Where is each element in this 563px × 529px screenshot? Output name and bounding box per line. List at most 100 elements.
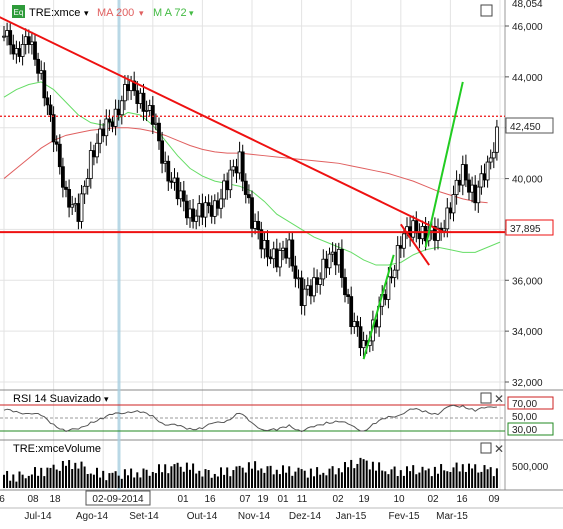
price-tick-label: 40,000 [512, 175, 543, 186]
candle-body [175, 177, 180, 200]
candle-body [92, 150, 96, 158]
date-day-label: 16 [456, 494, 468, 505]
candle-body [436, 227, 440, 241]
date-month-label: Ago-14 [76, 511, 109, 522]
candle-body [110, 121, 115, 127]
ticker-dropdown-icon[interactable]: ▾ [84, 8, 89, 18]
price-tick-label: 34,000 [512, 327, 543, 338]
candle-body [209, 205, 214, 217]
date-day-label: 02 [332, 494, 344, 505]
date-day-label: 10 [393, 494, 405, 505]
candle-body [243, 180, 248, 195]
rsi-maximize-icon[interactable] [480, 392, 492, 404]
candle-body [5, 30, 9, 37]
candle-body [76, 203, 81, 222]
date-day-label: 01 [277, 494, 289, 505]
candle-body [361, 340, 366, 349]
price-levels [0, 115, 505, 234]
rsi-dropdown-icon[interactable]: ▾ [104, 394, 109, 404]
ma72-dropdown-icon[interactable]: ▾ [189, 8, 194, 18]
candle-body [194, 215, 199, 222]
candle-body [305, 285, 310, 290]
candle-body [287, 239, 292, 259]
date-day-label: 08 [27, 494, 39, 505]
ma72-legend[interactable]: M A 72 [153, 7, 187, 19]
date-month-label: Mar-15 [436, 511, 468, 522]
current-price-label: 42,450 [510, 122, 541, 133]
candle-body [138, 92, 143, 104]
candle-body [488, 157, 493, 163]
candle-body [352, 321, 357, 328]
candle-body [417, 232, 422, 240]
date-month-label: Set-14 [129, 511, 159, 522]
instrument-icon[interactable] [12, 5, 25, 18]
date-cursor-tag [85, 490, 151, 506]
candle-body [312, 277, 316, 297]
candle-body [20, 44, 25, 57]
candle-body [336, 248, 341, 266]
volume-maximize-icon[interactable] [480, 442, 492, 454]
date-axis: 6 08 18 02-09-2014 01 16 07 19 01 11 02 19 10 02 16 09 J… [0, 490, 500, 522]
candle-body [212, 200, 217, 217]
candle-body [327, 253, 332, 269]
volume-title[interactable]: TRE:xmceVolume [13, 443, 101, 455]
candle-body [346, 294, 351, 297]
price-tick-label: 46,000 [512, 22, 543, 33]
candle-body [237, 151, 242, 174]
price-top-label: 48,054 [512, 0, 543, 10]
candle-body [411, 220, 416, 238]
candle-body [17, 48, 22, 57]
candle-body [147, 105, 152, 111]
candle-body [45, 97, 50, 106]
date-day-label: 18 [49, 494, 61, 505]
candle-body [153, 122, 158, 125]
candle-body [57, 143, 62, 168]
trendline [424, 81, 464, 248]
candle-body [358, 326, 363, 349]
date-day-label: 11 [297, 494, 308, 505]
date-month-label: Jul-14 [24, 511, 52, 522]
date-month-label: Out-14 [187, 511, 218, 522]
candle-body [178, 190, 183, 200]
candle-body [395, 245, 400, 271]
candle-body [482, 173, 487, 181]
volume-bars [3, 457, 498, 488]
candle-body [88, 150, 93, 179]
candle-body [355, 321, 360, 328]
candle-body [166, 160, 171, 182]
date-day-label: 07 [239, 494, 251, 505]
candle-body [169, 180, 174, 183]
rsi-close-icon[interactable]: ✕ [494, 392, 504, 406]
candle-body [383, 294, 388, 300]
rsi-title[interactable]: RSI 14 Suavizado [13, 393, 101, 405]
candle-body [135, 90, 140, 104]
candle-body [126, 84, 130, 92]
candle-body [42, 70, 47, 99]
instrument-icon-label: Eq [14, 8, 24, 17]
date-month-label: Fev-15 [388, 511, 420, 522]
ma200-dropdown-icon[interactable]: ▾ [139, 8, 144, 18]
candle-body [197, 203, 202, 217]
ma200-line [3, 127, 488, 204]
date-day-label: 19 [257, 494, 269, 505]
maximize-icon[interactable] [480, 4, 493, 17]
candle-body [191, 208, 196, 222]
rsi-upper-tag [507, 396, 554, 410]
candle-body [64, 186, 68, 190]
ma200-legend[interactable]: MA 200 [97, 7, 134, 19]
candle-body [321, 258, 326, 280]
candle-body [61, 166, 65, 188]
price-candles [2, 22, 499, 358]
candle-body [132, 80, 137, 92]
volume-close-icon[interactable]: ✕ [494, 442, 504, 456]
candle-body [160, 140, 165, 164]
trendline [362, 254, 395, 360]
candle-body [281, 247, 285, 251]
date-day-label: 19 [358, 494, 370, 505]
ticker-label[interactable]: TRE:xmce [29, 7, 80, 19]
candle-body [48, 104, 53, 116]
candle-body [324, 258, 329, 269]
candle-body [26, 36, 31, 45]
date-day-label: 6 [0, 494, 5, 505]
candle-body [14, 48, 19, 55]
